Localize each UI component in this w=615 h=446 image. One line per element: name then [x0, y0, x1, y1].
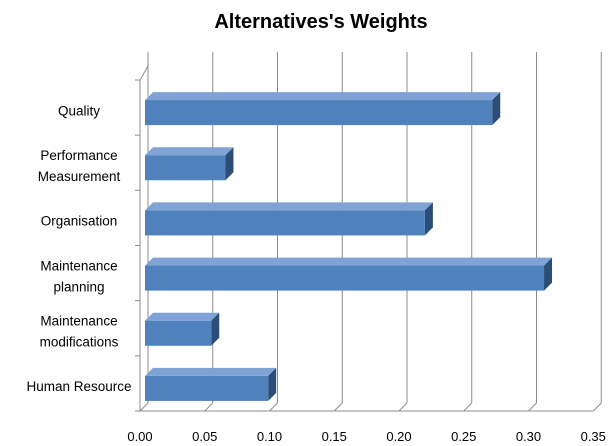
- category-label-line: Maintenance: [40, 258, 117, 273]
- bar-top: [145, 367, 277, 376]
- wall-edge: [139, 65, 149, 81]
- bar: [145, 210, 425, 236]
- x-tick-label: 0.15: [322, 429, 347, 444]
- category-label: Quality: [58, 103, 100, 118]
- category-label: Human Resource: [26, 379, 131, 394]
- category-label-line: planning: [53, 279, 104, 294]
- floor-tick: [204, 402, 214, 412]
- floor-tick: [333, 402, 343, 412]
- bar-top: [145, 257, 553, 266]
- x-tick-label: 0.25: [451, 429, 476, 444]
- x-tick-label: 0.20: [386, 429, 411, 444]
- category-label-line: Performance: [40, 148, 117, 163]
- x-tick-label: 0.30: [516, 429, 541, 444]
- category-label-line: Organisation: [41, 214, 118, 229]
- category-label: Maintenance planning: [40, 258, 117, 294]
- bar-top: [145, 92, 501, 101]
- category-label: Maintenance modifications: [40, 313, 119, 349]
- plot-area: 0.00 0.05 0.10 0.15 0.20 0.25 0.30 0.35 Quality P…: [26, 52, 606, 444]
- bar-top: [145, 147, 234, 156]
- bar: [145, 100, 493, 126]
- x-tick-label: 0.00: [127, 429, 152, 444]
- category-label-line: Maintenance: [40, 313, 117, 328]
- floor-tick: [463, 402, 473, 412]
- x-tick-label: 0.05: [192, 429, 217, 444]
- category-label: Performance Measurement: [38, 148, 121, 184]
- category-label-line: Human Resource: [26, 379, 131, 394]
- floor-tick: [139, 402, 149, 412]
- bar-side: [544, 257, 553, 291]
- bar-side: [492, 92, 501, 126]
- category-label: Organisation: [41, 214, 118, 229]
- category-label-line: Measurement: [38, 169, 121, 184]
- category-label-line: modifications: [40, 334, 119, 349]
- chart-title: Alternatives's Weights: [214, 11, 427, 33]
- bar-top: [145, 202, 433, 211]
- bar-side: [424, 202, 433, 236]
- bar-side: [225, 147, 234, 181]
- bar-top: [145, 312, 220, 321]
- bar: [145, 375, 269, 401]
- floor-tick: [398, 402, 408, 412]
- x-tick-label: 0.35: [581, 429, 606, 444]
- bar-side: [268, 367, 277, 401]
- bar: [145, 320, 212, 346]
- x-tick-label: 0.10: [257, 429, 282, 444]
- bar: [145, 155, 226, 181]
- category-label-line: Quality: [58, 103, 100, 118]
- floor-tick: [528, 402, 537, 412]
- bar: [145, 265, 545, 291]
- floor-tick: [269, 402, 278, 412]
- bar-side: [211, 312, 220, 346]
- floor-tick: [592, 402, 602, 412]
